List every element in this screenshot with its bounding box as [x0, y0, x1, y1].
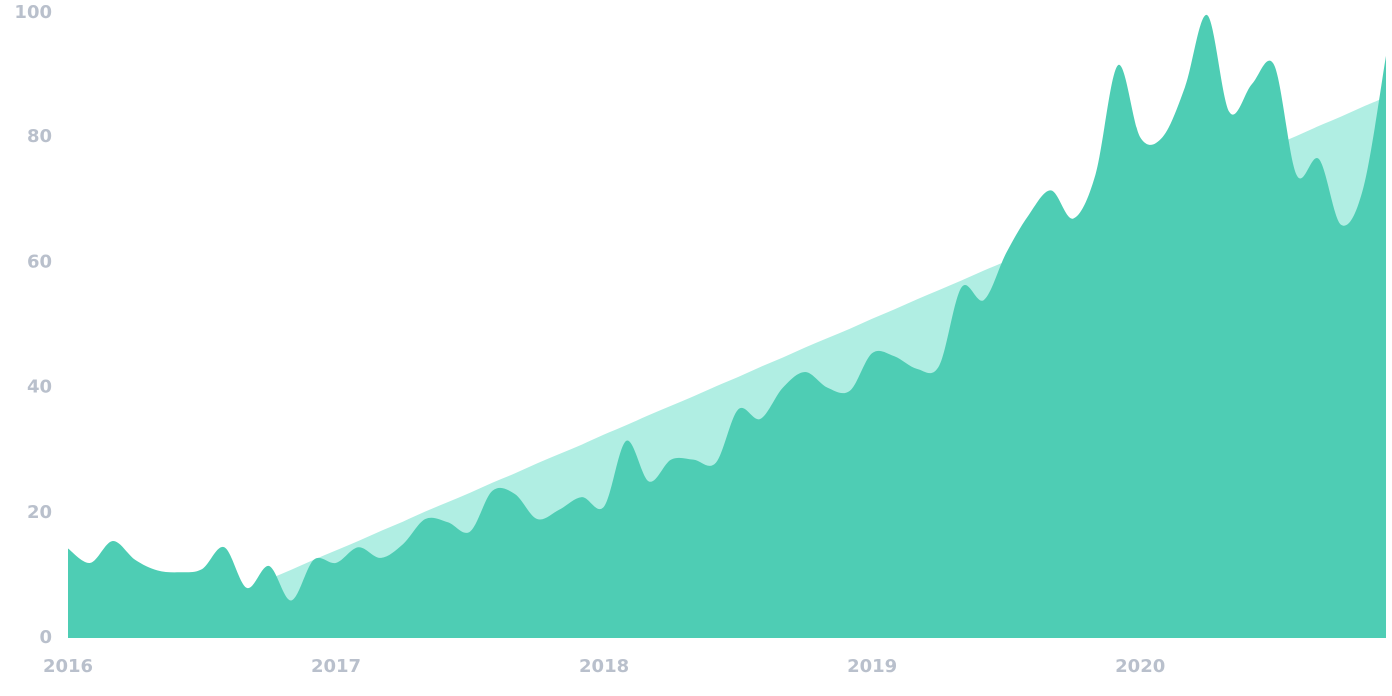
- x-tick-label: 2020: [1115, 656, 1165, 677]
- x-tick-label: 2016: [43, 656, 93, 677]
- y-tick-label: 20: [27, 502, 52, 523]
- area: [68, 14, 1386, 638]
- y-tick-label: 80: [27, 126, 52, 147]
- y-tick-label: 100: [14, 2, 52, 23]
- x-tick-label: 2017: [311, 656, 361, 677]
- x-tick-label: 2019: [847, 656, 897, 677]
- y-tick-label: 40: [27, 377, 52, 398]
- y-tick-label: 0: [39, 627, 52, 648]
- x-tick-label: 2018: [579, 656, 629, 677]
- y-tick-label: 60: [27, 251, 52, 272]
